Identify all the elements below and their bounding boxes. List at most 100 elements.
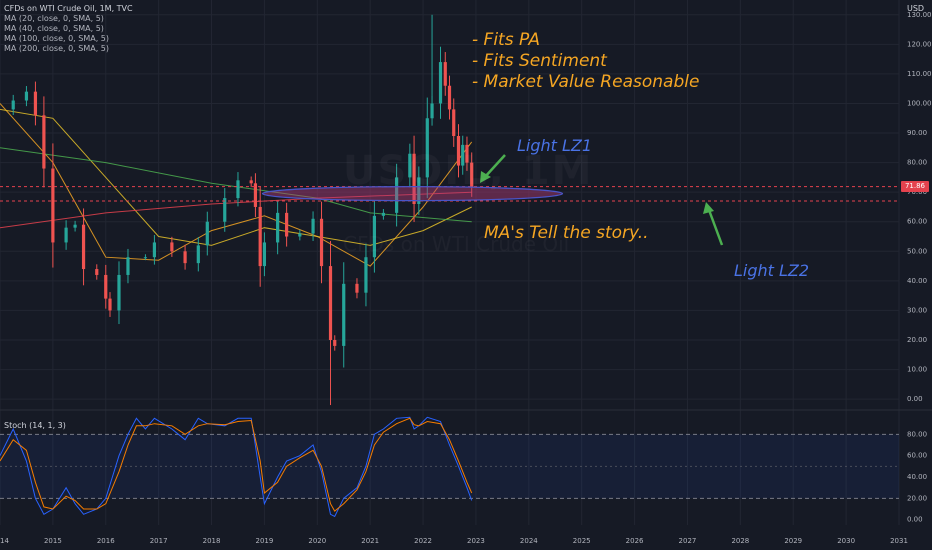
candle-body bbox=[64, 227, 68, 243]
candle-body bbox=[42, 115, 46, 169]
x-tick-label: 2030 bbox=[837, 537, 855, 545]
ma-line bbox=[0, 108, 472, 246]
candle-body bbox=[104, 274, 108, 299]
y-tick-label: 130.00 bbox=[907, 11, 932, 19]
candle-body bbox=[438, 62, 443, 104]
y-tick-label: 120.00 bbox=[907, 40, 932, 48]
candle-body bbox=[24, 91, 29, 101]
candle-body bbox=[33, 91, 38, 116]
legend-symbol[interactable]: CFDs on WTI Crude Oil, 1M, TVC bbox=[4, 4, 133, 13]
x-tick-label: 2020 bbox=[308, 537, 326, 545]
last-price-tag: 71.86 bbox=[901, 181, 929, 192]
x-tick-label: 2021 bbox=[361, 537, 379, 545]
note-2: - Fits Sentiment bbox=[472, 51, 607, 71]
legend-ma-40[interactable]: MA (40, close, 0, SMA, 5) bbox=[4, 24, 104, 33]
candle-body bbox=[276, 212, 280, 243]
candle-body bbox=[11, 100, 15, 110]
y-tick-label: 100.00 bbox=[907, 99, 932, 107]
candles bbox=[11, 14, 474, 406]
zone bbox=[0, 186, 899, 202]
candle-body bbox=[205, 221, 209, 246]
candle-body bbox=[395, 177, 399, 213]
candle-body bbox=[408, 153, 412, 178]
x-axis: 2014 2015 2016 2017 2018 2019 2020 2021 2022 2023… bbox=[0, 537, 908, 545]
candle-body bbox=[81, 224, 86, 270]
y-tick-label: 10.00 bbox=[907, 366, 927, 374]
candle-body bbox=[108, 298, 112, 311]
candle-body bbox=[342, 283, 346, 346]
y-tick-label: 50.00 bbox=[907, 247, 927, 255]
y-tick-label: 40.00 bbox=[907, 277, 927, 285]
arrows bbox=[480, 154, 724, 246]
candle-body bbox=[249, 180, 253, 184]
x-tick-label: 2024 bbox=[520, 537, 538, 545]
candle-body bbox=[95, 269, 99, 275]
candle-body bbox=[236, 180, 240, 199]
stoch-line bbox=[0, 417, 473, 512]
watermark: USOIL, 1M bbox=[343, 148, 593, 194]
candle-body bbox=[117, 274, 121, 311]
y-tick-label: 20.00 bbox=[907, 336, 927, 344]
candle-body bbox=[73, 224, 77, 228]
arrow-lz1-head bbox=[480, 171, 491, 183]
legend-ma-200[interactable]: MA (200, close, 0, SMA, 5) bbox=[4, 44, 110, 53]
candle-body bbox=[456, 136, 461, 166]
candle-body bbox=[447, 85, 452, 110]
candle-body bbox=[417, 177, 421, 204]
x-tick-label: 2029 bbox=[784, 537, 802, 545]
note-1: - Fits PA bbox=[472, 30, 540, 50]
notes-annotation: - Fits PA - Fits Sentiment - Market Valu… bbox=[472, 30, 699, 93]
candle-body bbox=[285, 212, 289, 237]
candle-body bbox=[412, 153, 416, 204]
watermark-sub: CFDs on WTI Crude Oil bbox=[343, 232, 569, 256]
candle-body bbox=[126, 257, 130, 275]
legend: CFDs on WTI Crude Oil, 1M, TVC MA (20, c… bbox=[4, 4, 133, 54]
y-tick-label: 60.00 bbox=[907, 218, 927, 226]
y-tick-label: 80.00 bbox=[907, 159, 927, 167]
candle-body bbox=[372, 215, 377, 258]
x-tick-label: 2023 bbox=[467, 537, 485, 545]
legend-ma-100[interactable]: MA (100, close, 0, SMA, 5) bbox=[4, 34, 110, 43]
ma-line bbox=[0, 103, 473, 267]
x-tick-label: 2031 bbox=[890, 537, 908, 545]
y-tick-label: 90.00 bbox=[907, 129, 927, 137]
mas-label: MA's Tell the story.. bbox=[484, 223, 649, 243]
arrow-lz2 bbox=[707, 209, 724, 246]
stoch-tick-label: 60.00 bbox=[907, 452, 927, 460]
arrow-lz1 bbox=[483, 154, 506, 179]
stoch-tick-label: 20.00 bbox=[907, 494, 927, 502]
candle-body bbox=[311, 218, 315, 234]
candle-body bbox=[333, 340, 337, 346]
candle-body bbox=[425, 118, 429, 178]
x-tick-label: 2018 bbox=[203, 537, 221, 545]
candle-body bbox=[298, 233, 302, 237]
x-tick-label: 2028 bbox=[731, 537, 749, 545]
candle-body bbox=[452, 109, 456, 136]
candle-body bbox=[152, 242, 157, 258]
x-tick-label: 2025 bbox=[573, 537, 591, 545]
currency-label: USD bbox=[907, 4, 925, 13]
legend-ma-20[interactable]: MA (20, close, 0, SMA, 5) bbox=[4, 14, 104, 23]
stoch-tick-label: 40.00 bbox=[907, 473, 927, 481]
x-tick-label: 2014 bbox=[0, 537, 9, 545]
arrow-lz2-head bbox=[703, 202, 714, 214]
candle-body bbox=[364, 257, 368, 293]
stoch-indicator bbox=[0, 416, 899, 518]
stoch-label[interactable]: Stoch (14, 1, 3) bbox=[4, 421, 66, 430]
light-lz1-zone bbox=[261, 186, 564, 202]
y-tick-label: 0.00 bbox=[907, 395, 923, 403]
candle-body bbox=[328, 266, 333, 340]
candle-body bbox=[443, 62, 447, 86]
candle-body bbox=[183, 251, 187, 264]
y-tick-label: 30.00 bbox=[907, 306, 927, 314]
x-tick-label: 2015 bbox=[44, 537, 62, 545]
x-tick-label: 2022 bbox=[414, 537, 432, 545]
candle-body bbox=[258, 206, 262, 267]
stoch-tick-label: 80.00 bbox=[907, 430, 927, 438]
x-tick-label: 2016 bbox=[97, 537, 115, 545]
candle-body bbox=[470, 162, 474, 187]
candle-body bbox=[355, 283, 359, 293]
candle-body bbox=[143, 257, 148, 259]
y-tick-label: 70.00 bbox=[907, 188, 927, 196]
